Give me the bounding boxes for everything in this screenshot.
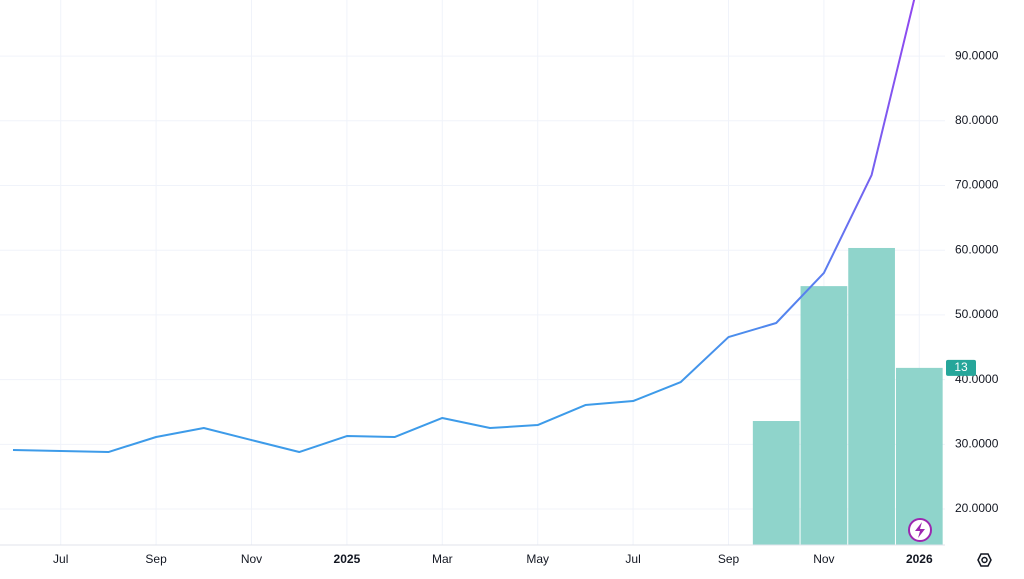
x-tick-label: Sep (145, 552, 167, 566)
y-tick-label: 50.0000 (955, 307, 999, 321)
volume-label: 13 (954, 360, 968, 374)
x-tick-label: Jul (53, 552, 68, 566)
x-tick-label: Nov (813, 552, 834, 566)
x-tick-label: 2025 (334, 552, 361, 566)
y-tick-label: 60.0000 (955, 242, 999, 256)
volume-bar (895, 367, 943, 545)
x-tick-label: Mar (432, 552, 453, 566)
volume-badge (946, 359, 976, 376)
volume-bars (752, 247, 943, 545)
y-tick-label: 30.0000 (955, 436, 999, 450)
volume-bar (848, 247, 895, 545)
price-line (12, 0, 916, 454)
y-tick-label: 70.0000 (955, 178, 999, 192)
x-tick-label: Jul (625, 552, 640, 566)
grid (0, 0, 945, 545)
x-tick-label: 2026 (906, 552, 933, 566)
price-line (12, 0, 916, 454)
y-tick-label: 80.0000 (955, 113, 999, 127)
y-tick-label: 90.0000 (955, 48, 999, 62)
volume-bar (800, 286, 848, 545)
settings-icon[interactable] (977, 553, 992, 567)
lightning-icon[interactable] (908, 518, 932, 542)
labels: 20.000030.000040.000050.000060.000070.00… (53, 48, 999, 566)
x-tick-label: Nov (241, 552, 262, 566)
x-tick-label: Sep (718, 552, 740, 566)
volume-bar (752, 421, 800, 545)
x-tick-label: May (526, 552, 549, 566)
y-tick-label: 20.0000 (955, 501, 999, 515)
